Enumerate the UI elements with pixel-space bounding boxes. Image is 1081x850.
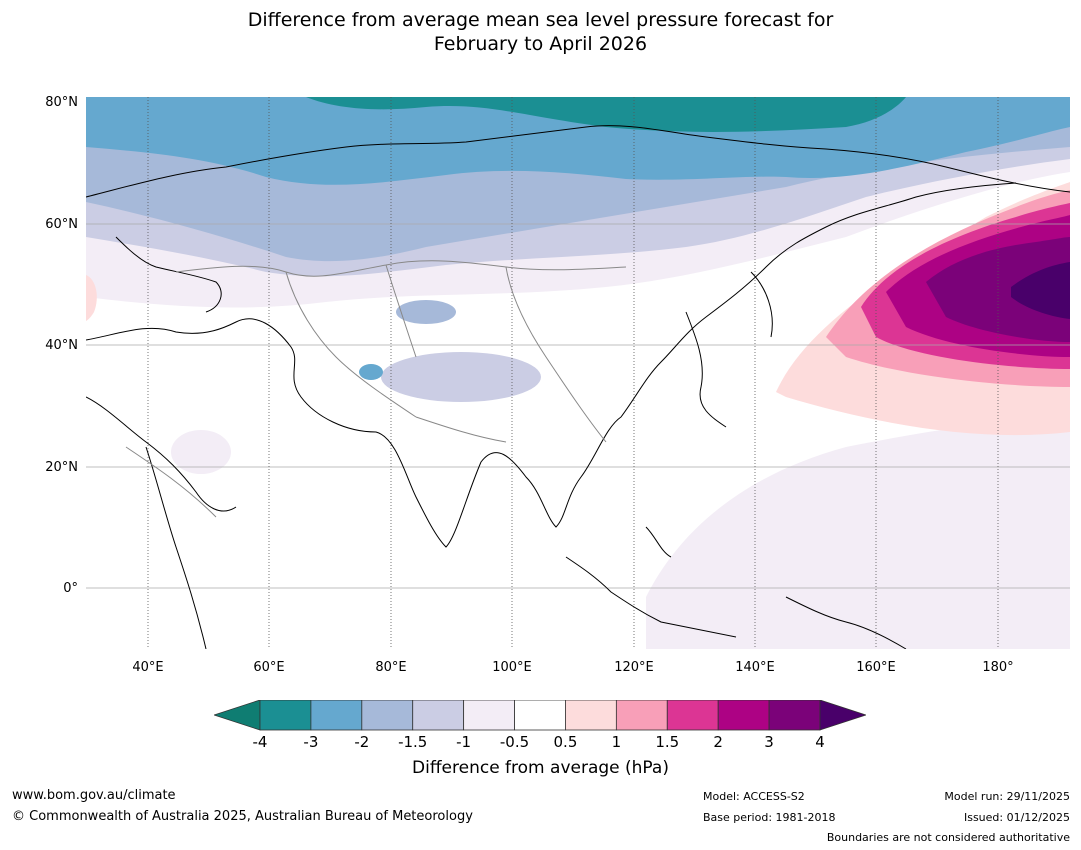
footer-base-period: Base period: 1981-2018	[703, 811, 836, 824]
band-minus-05-pacific	[646, 417, 1070, 649]
footer-copyright: © Commonwealth of Australia 2025, Austra…	[12, 809, 473, 824]
colorbar-tick-label: -1	[456, 733, 472, 751]
colorbar-tick-label: 2	[713, 733, 723, 751]
colorbar-swatch	[259, 699, 312, 731]
patch-plus-05-west	[86, 275, 97, 321]
colorbar-swatch	[361, 699, 414, 731]
chart-title: Difference from average mean sea level p…	[0, 8, 1081, 56]
footer-model-run: Model run: 29/11/2025	[944, 790, 1070, 803]
colorbar-arrow-high	[819, 699, 868, 731]
patch-minus-1-central	[381, 352, 541, 402]
colorbar-tick-label: -0.5	[499, 733, 530, 751]
lat-gridlines	[86, 223, 1070, 589]
title-line-1: Difference from average mean sea level p…	[247, 9, 834, 31]
colorbar-tick-label: -2	[354, 733, 370, 751]
colorbar-tick-label: 3	[764, 733, 774, 751]
colorbar-swatch	[412, 699, 465, 731]
colorbar-tick-label: -3	[303, 733, 319, 751]
colorbar-tick-label: 0.5	[553, 733, 578, 751]
colorbar-tick-label: 1.5	[655, 733, 680, 751]
lon-label-80e: 80°E	[375, 660, 407, 675]
band-minus-3	[306, 97, 906, 132]
colorbar-swatch	[615, 699, 668, 731]
band-plus-4	[1011, 262, 1070, 319]
lon-label-160e: 160°E	[856, 660, 896, 675]
colorbar-swatch	[565, 699, 617, 731]
lon-label-180: 180°	[982, 660, 1014, 675]
colorbar-swatch	[768, 699, 821, 731]
coastlines	[86, 125, 1070, 649]
lat-label-20n: 20°N	[45, 460, 78, 475]
lon-gridlines	[147, 97, 999, 649]
lon-label-40e: 40°E	[132, 660, 164, 675]
lat-label-60n: 60°N	[45, 217, 78, 232]
lat-label-40n: 40°N	[45, 338, 78, 353]
pressure-anomaly-map	[86, 97, 1070, 649]
colorbar-swatch	[717, 699, 770, 731]
patch-minus-2-central	[359, 364, 383, 380]
patch-minus-05-arabia	[171, 430, 231, 474]
colorbar-swatch	[310, 699, 363, 731]
lon-label-60e: 60°E	[253, 660, 285, 675]
lat-label-0: 0°	[63, 581, 78, 596]
colorbar-svg	[212, 699, 868, 731]
lat-label-80n: 80°N	[45, 95, 78, 110]
title-line-2: February to April 2026	[433, 33, 648, 55]
colorbar-swatch	[463, 699, 515, 731]
colorbar-swatch	[514, 699, 566, 731]
map-svg	[86, 97, 1070, 649]
colorbar-label: Difference from average (hPa)	[412, 758, 669, 778]
colorbar-tick-label: -1.5	[398, 733, 428, 751]
lon-label-120e: 120°E	[614, 660, 654, 675]
footer-issued: Issued: 01/12/2025	[963, 811, 1070, 824]
lon-label-140e: 140°E	[735, 660, 775, 675]
colorbar-arrow-low	[212, 699, 261, 731]
colorbar-tick-label: 1	[611, 733, 622, 751]
footer-model: Model: ACCESS-S2	[703, 790, 805, 803]
colorbar-tick-label: 4	[815, 733, 825, 751]
country-boundaries	[125, 260, 627, 518]
footer-disclaimer: Boundaries are not considered authoritat…	[826, 831, 1070, 844]
colorbar-swatch	[666, 699, 719, 731]
patch-minus-15-central	[396, 300, 456, 324]
footer-website: www.bom.gov.au/climate	[12, 788, 176, 803]
colorbar-tick-label: -4	[252, 733, 268, 751]
colorbar	[212, 699, 868, 734]
lon-label-100e: 100°E	[492, 660, 532, 675]
